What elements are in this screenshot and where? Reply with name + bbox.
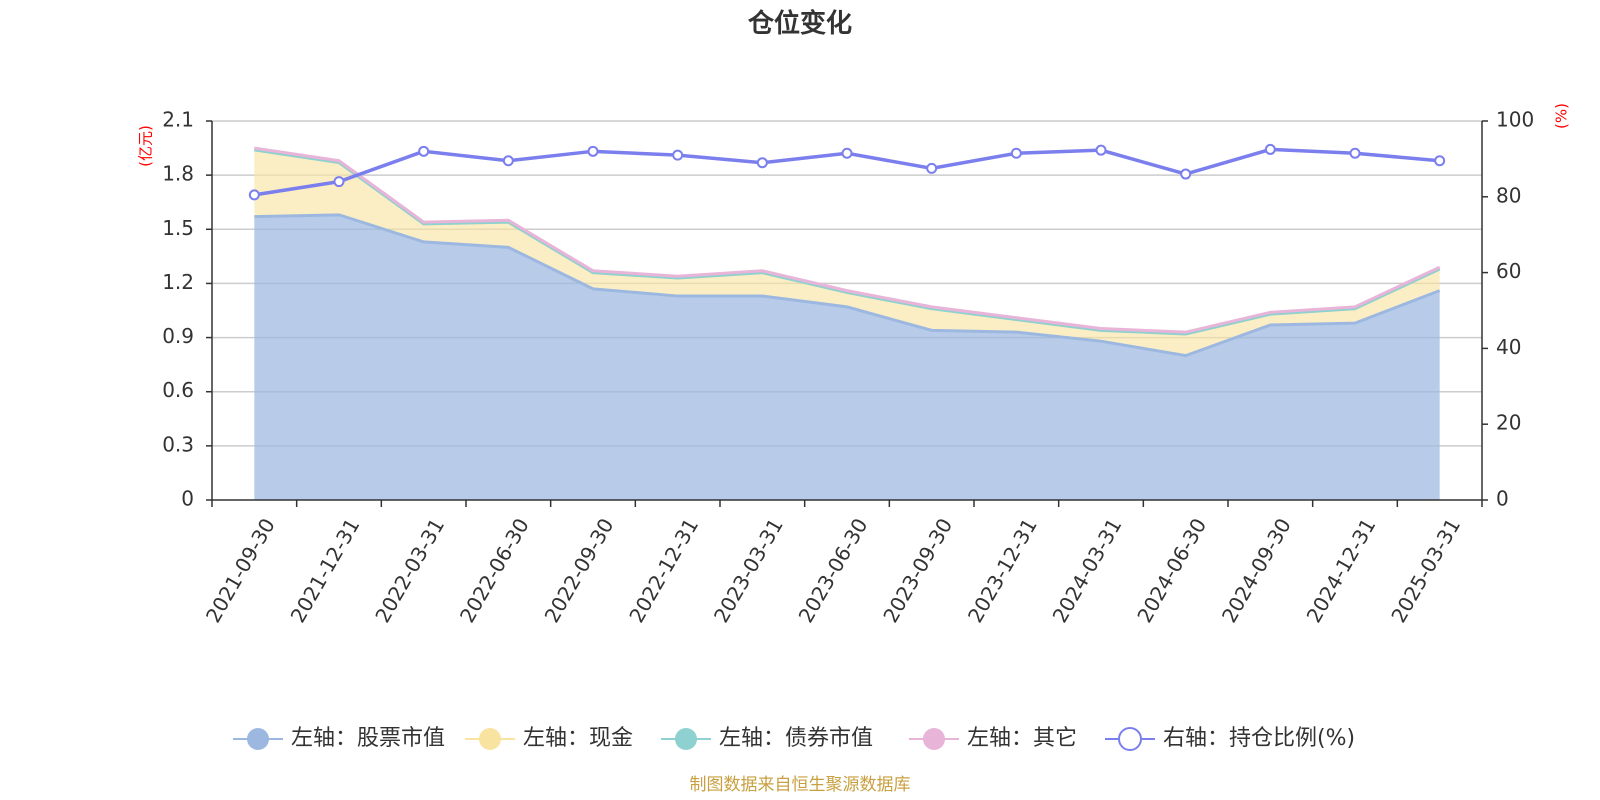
- area-top-line-0: [254, 213, 1441, 358]
- ratio-point: [1349, 147, 1361, 159]
- ratio-point: [1434, 155, 1446, 167]
- left-tick-label: 1.5: [162, 216, 194, 240]
- ratio-point: [587, 145, 599, 157]
- ratio-points: [248, 143, 1446, 201]
- x-tick-label: 2022-09-30: [540, 514, 619, 627]
- ratio-point: [672, 149, 684, 161]
- x-tick-label: 2022-06-30: [455, 514, 534, 627]
- left-tick-label: 0.9: [162, 324, 194, 348]
- x-tick-label: 2022-12-31: [624, 514, 703, 627]
- legend-label: 右轴：持仓比例(%): [1163, 726, 1355, 751]
- right-tick-label: 0: [1496, 487, 1509, 511]
- stacked-areas: [254, 148, 1440, 500]
- x-tick-label: 2023-03-31: [709, 514, 788, 627]
- x-tick-label: 2022-03-31: [370, 514, 449, 627]
- ratio-point: [756, 157, 768, 169]
- legend[interactable]: 左轴：股票市值 左轴：现金 左轴：债券市值 左轴：其它 右轴：持仓比例(%): [233, 726, 1355, 751]
- legend-label: 左轴：股票市值: [291, 726, 445, 751]
- ratio-point: [926, 162, 938, 174]
- ratio-point: [1010, 147, 1022, 159]
- area-top-line-2: [254, 148, 1441, 336]
- legend-marker: [479, 728, 501, 750]
- ratio-point: [1264, 143, 1276, 155]
- left-tick-label: 0.3: [162, 432, 194, 456]
- legend-item-0[interactable]: 左轴：股票市值: [233, 726, 445, 751]
- x-tick-label: 2021-12-31: [286, 514, 365, 627]
- x-tick-label: 2024-12-31: [1302, 514, 1381, 627]
- legend-label: 左轴：债券市值: [719, 726, 873, 751]
- x-tick-label: 2024-09-30: [1217, 514, 1296, 627]
- ratio-point: [333, 176, 345, 188]
- ratio-point: [1180, 168, 1192, 180]
- legend-label: 左轴：现金: [523, 726, 633, 751]
- right-axis-tick-labels: 0 20 40 60 80 100: [1496, 108, 1534, 511]
- area-0: [254, 214, 1440, 500]
- x-tick-label: 2021-09-30: [201, 514, 280, 627]
- x-tick-label: 2023-09-30: [878, 514, 957, 627]
- legend-item-3[interactable]: 左轴：其它: [909, 726, 1077, 751]
- ratio-point: [418, 145, 430, 157]
- right-tick-label: 100: [1496, 108, 1534, 132]
- data-source-note: 制图数据来自恒生聚源数据库: [690, 775, 911, 795]
- ratio-point: [248, 189, 260, 201]
- left-axis-unit: (亿元): [137, 125, 155, 167]
- right-tick-label: 40: [1496, 335, 1521, 359]
- area-top-line-3: [254, 146, 1441, 334]
- left-axis-tick-labels: 0 0.3 0.6 0.9 1.2 1.5 1.8 2.1: [162, 108, 194, 511]
- legend-label: 左轴：其它: [967, 726, 1077, 751]
- legend-marker: [923, 728, 945, 750]
- x-tick-label: 2023-06-30: [794, 514, 873, 627]
- left-tick-label: 2.1: [162, 108, 194, 132]
- left-tick-label: 0.6: [162, 378, 194, 402]
- left-tick-label: 1.8: [162, 162, 194, 186]
- left-tick-label: 0: [181, 487, 194, 511]
- right-tick-label: 20: [1496, 411, 1521, 435]
- right-axis-unit: (%): [1553, 103, 1571, 129]
- x-tick-label: 2024-06-30: [1132, 514, 1211, 627]
- ratio-point: [841, 147, 853, 159]
- right-tick-label: 60: [1496, 259, 1521, 283]
- x-tick-label: 2025-03-31: [1386, 514, 1465, 627]
- legend-marker: [1118, 727, 1142, 751]
- legend-item-1[interactable]: 左轴：现金: [465, 726, 633, 751]
- legend-item-4[interactable]: 右轴：持仓比例(%): [1105, 726, 1355, 751]
- chart-title: 仓位变化: [747, 8, 852, 39]
- legend-marker: [675, 728, 697, 750]
- right-tick-label: 80: [1496, 183, 1521, 207]
- left-tick-label: 1.2: [162, 270, 194, 294]
- x-axis-tick-labels: 2021-09-30 2021-12-31 2022-03-31 2022-06-30…: [201, 514, 1465, 627]
- x-tick-label: 2024-03-31: [1048, 514, 1127, 627]
- ratio-point: [1095, 144, 1107, 156]
- axes: [206, 120, 1488, 507]
- legend-item-2[interactable]: 左轴：债券市值: [661, 726, 873, 751]
- legend-marker: [247, 728, 269, 750]
- x-tick-label: 2023-12-31: [963, 514, 1042, 627]
- ratio-point: [502, 155, 514, 167]
